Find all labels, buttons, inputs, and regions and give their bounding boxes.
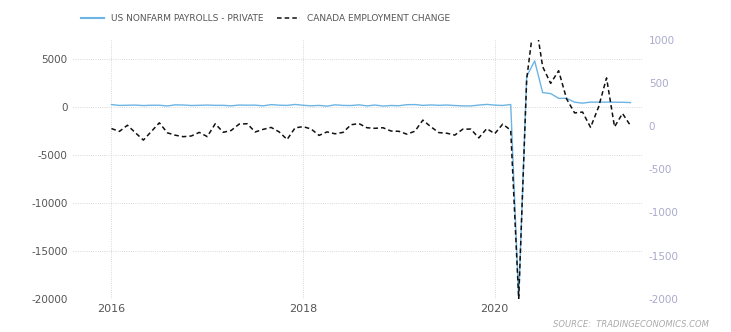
Text: SOURCE:  TRADINGECONOMICS.COM: SOURCE: TRADINGECONOMICS.COM: [553, 320, 709, 329]
Legend: US NONFARM PAYROLLS - PRIVATE, CANADA EMPLOYMENT CHANGE: US NONFARM PAYROLLS - PRIVATE, CANADA EM…: [77, 11, 454, 27]
